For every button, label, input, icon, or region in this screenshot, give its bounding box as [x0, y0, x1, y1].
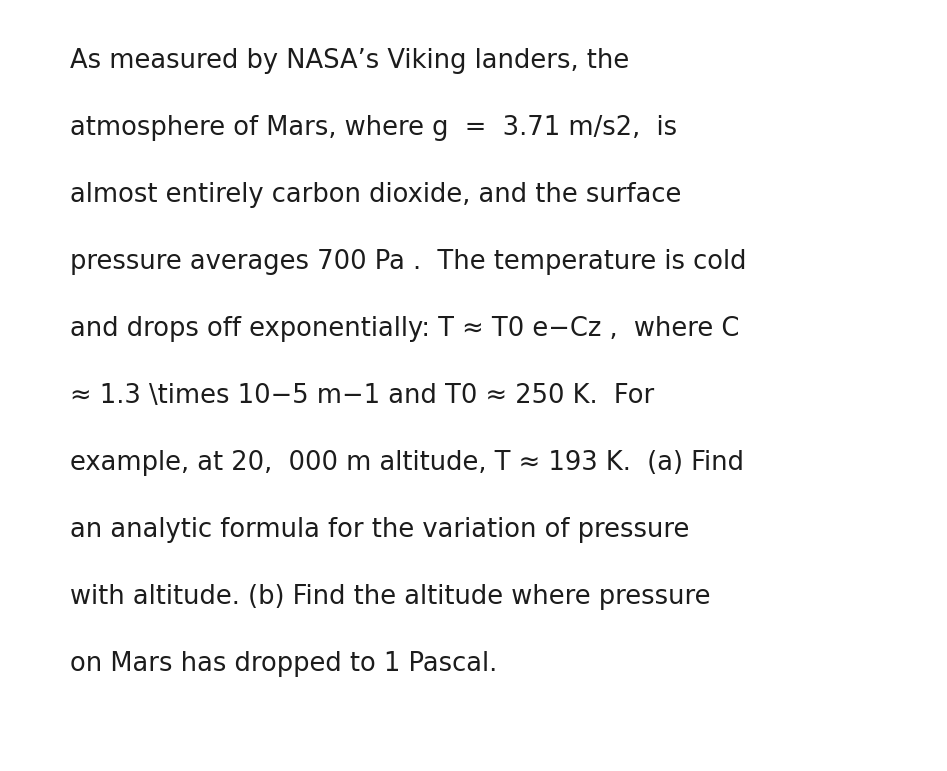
Text: on Mars has dropped to 1 Pascal.: on Mars has dropped to 1 Pascal.: [70, 651, 497, 677]
Text: atmosphere of Mars, where g  =  3.71 m/s2,  is: atmosphere of Mars, where g = 3.71 m/s2,…: [70, 115, 677, 141]
Text: example, at 20,  000 m altitude, T ≈ 193 K.  (a) Find: example, at 20, 000 m altitude, T ≈ 193 …: [70, 450, 744, 476]
Text: and drops off exponentially: T ≈ T0 e−Cz ,  where C: and drops off exponentially: T ≈ T0 e−Cz…: [70, 316, 740, 342]
Text: ≈ 1.3 \times 10−5 m−1 and T0 ≈ 250 K.  For: ≈ 1.3 \times 10−5 m−1 and T0 ≈ 250 K. Fo…: [70, 383, 654, 409]
Text: with altitude. (b) Find the altitude where pressure: with altitude. (b) Find the altitude whe…: [70, 584, 710, 610]
Text: an analytic formula for the variation of pressure: an analytic formula for the variation of…: [70, 517, 689, 543]
Text: As measured by NASA’s Viking landers, the: As measured by NASA’s Viking landers, th…: [70, 48, 629, 74]
Text: almost entirely carbon dioxide, and the surface: almost entirely carbon dioxide, and the …: [70, 182, 682, 208]
Text: pressure averages 700 Pa .  The temperature is cold: pressure averages 700 Pa . The temperatu…: [70, 249, 746, 275]
